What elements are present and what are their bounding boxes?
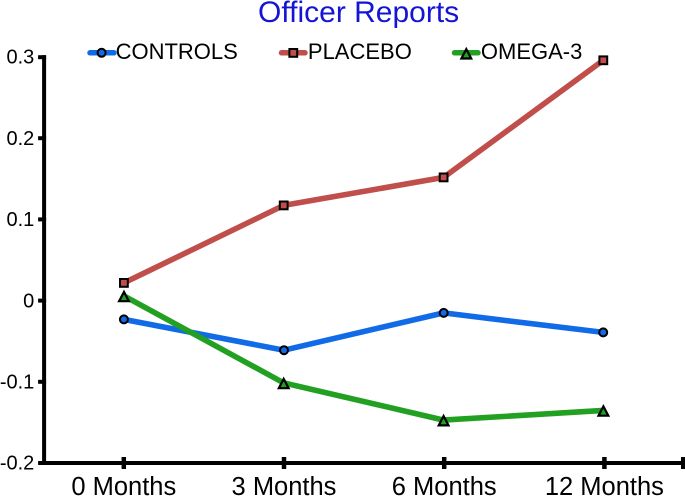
svg-text:CONTROLS: CONTROLS (116, 39, 238, 64)
svg-text:0.2: 0.2 (6, 128, 34, 150)
svg-text:PLACEBO: PLACEBO (308, 39, 412, 64)
svg-text:Officer Reports: Officer Reports (258, 0, 459, 29)
svg-text:0: 0 (23, 290, 34, 312)
svg-text:OMEGA-3: OMEGA-3 (481, 39, 582, 64)
svg-text:0.3: 0.3 (6, 47, 34, 69)
svg-text:-0.1: -0.1 (0, 372, 34, 394)
svg-text:0 Months: 0 Months (71, 473, 176, 496)
svg-text:-0.2: -0.2 (0, 453, 34, 475)
svg-text:3 Months: 3 Months (232, 473, 337, 496)
svg-text:6 Months: 6 Months (392, 473, 497, 496)
svg-text:0.1: 0.1 (6, 209, 34, 231)
svg-text:12 Months: 12 Months (545, 473, 664, 496)
